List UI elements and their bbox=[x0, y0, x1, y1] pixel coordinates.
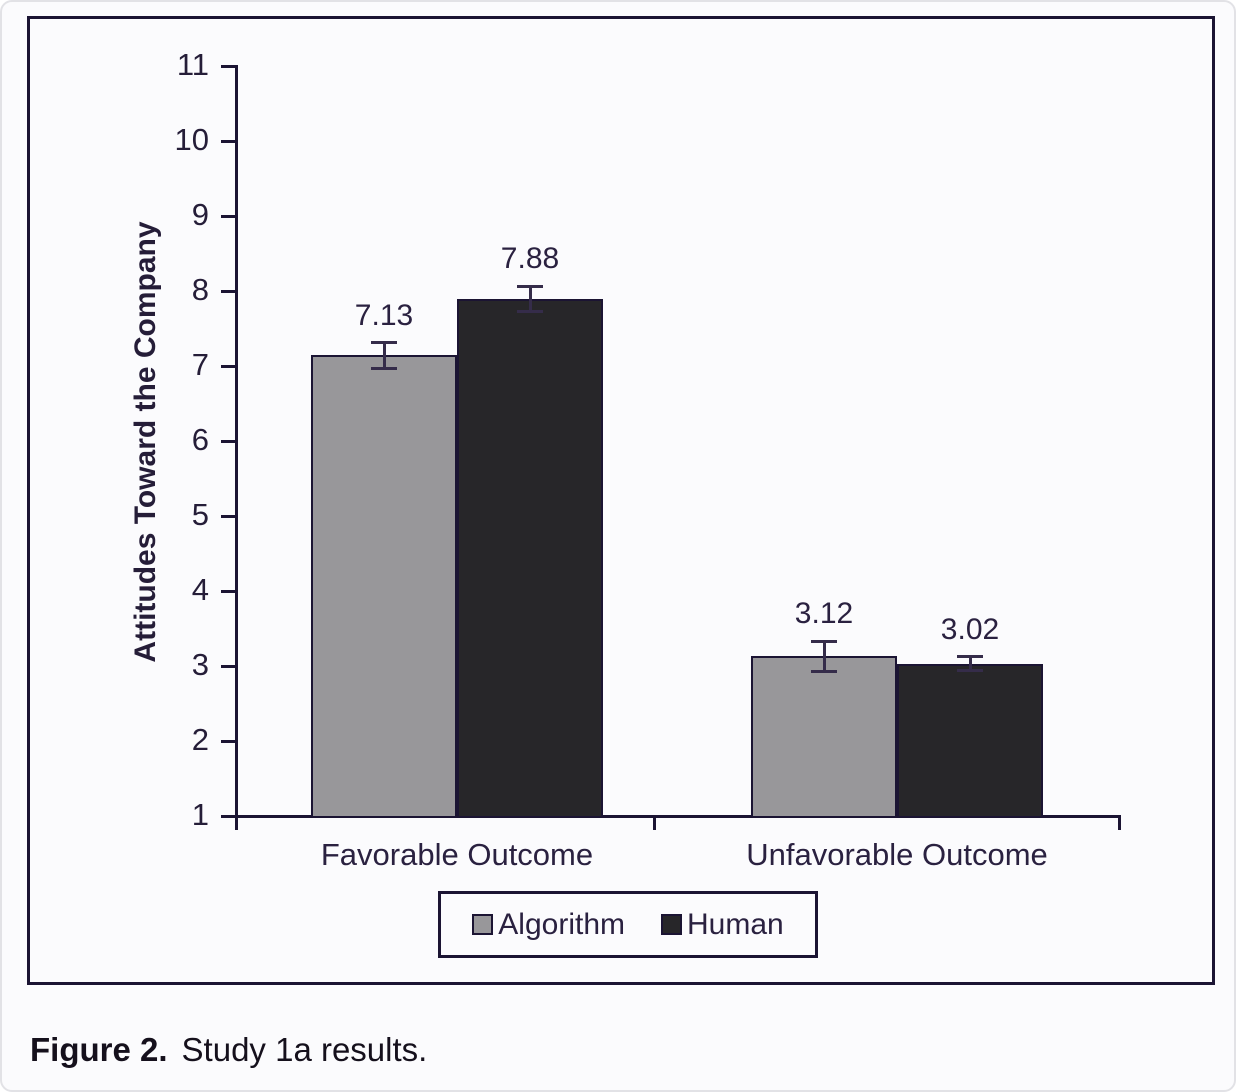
error-bar-line bbox=[382, 342, 386, 368]
error-bar-cap bbox=[957, 655, 983, 659]
y-tick bbox=[221, 590, 235, 593]
chart-area: Attitudes Toward the Company 1 2 3 4 5 6 7 8 9 10… bbox=[30, 19, 1212, 982]
error-bar-line bbox=[528, 286, 532, 312]
y-tick bbox=[221, 515, 235, 518]
y-tick-label: 2 bbox=[191, 722, 209, 757]
error-bar-cap bbox=[371, 341, 397, 344]
y-tick bbox=[221, 290, 235, 293]
y-tick bbox=[221, 140, 235, 143]
y-tick bbox=[221, 365, 235, 368]
y-tick-label: 8 bbox=[191, 272, 209, 307]
legend-item-human: Human bbox=[661, 907, 784, 941]
bar-human-unfavorable-outcome bbox=[897, 663, 1043, 818]
y-tick-label: 3 bbox=[191, 647, 209, 682]
legend-swatch-algorithm bbox=[472, 914, 494, 935]
y-tick-label: 1 bbox=[191, 797, 209, 832]
y-tick bbox=[221, 215, 235, 218]
y-tick-label: 10 bbox=[174, 122, 209, 157]
legend-label-algorithm: Algorithm bbox=[498, 907, 625, 941]
legend-swatch-human bbox=[661, 914, 682, 935]
error-bar-cap bbox=[811, 639, 837, 643]
value-label: 3.02 bbox=[940, 612, 1000, 646]
value-label: 3.12 bbox=[794, 597, 854, 630]
y-tick-label: 11 bbox=[176, 47, 209, 82]
value-label: 7.13 bbox=[354, 298, 414, 332]
category-label: Unfavorable Outcome bbox=[746, 837, 1048, 872]
error-bar-cap bbox=[517, 284, 543, 288]
x-tick bbox=[1118, 815, 1121, 830]
bar-human-favorable-outcome bbox=[457, 299, 603, 818]
legend-label-human: Human bbox=[687, 907, 784, 941]
error-bar-cap bbox=[957, 668, 983, 672]
y-tick-label: 5 bbox=[191, 497, 209, 532]
caption-text: Study 1a results. bbox=[181, 1031, 428, 1068]
error-bar-cap bbox=[371, 366, 397, 370]
error-bar-line bbox=[822, 641, 826, 671]
y-tick bbox=[221, 440, 235, 443]
legend: Algorithm Human bbox=[438, 891, 818, 958]
category-label: Favorable Outcome bbox=[320, 837, 594, 872]
error-bar-cap bbox=[517, 310, 543, 314]
error-bar-line bbox=[968, 656, 972, 671]
y-tick bbox=[221, 740, 235, 743]
caption-label: Figure 2. bbox=[30, 1031, 168, 1068]
value-label: 7.88 bbox=[500, 242, 560, 276]
y-tick-label: 7 bbox=[191, 347, 209, 382]
error-bar-cap bbox=[811, 669, 837, 673]
x-axis-line bbox=[235, 815, 1121, 818]
bar-algorithm-favorable-outcome bbox=[311, 355, 457, 818]
y-tick-label: 9 bbox=[191, 197, 209, 232]
legend-item-algorithm: Algorithm bbox=[472, 907, 625, 941]
y-tick-label: 4 bbox=[191, 572, 209, 607]
x-tick bbox=[653, 815, 656, 830]
y-tick bbox=[221, 815, 235, 818]
y-tick-label: 6 bbox=[191, 422, 209, 457]
figure-caption: Figure 2. Study 1a results. bbox=[30, 1030, 427, 1070]
chart-panel: Attitudes Toward the Company 1 2 3 4 5 6 7 8 9 10… bbox=[27, 16, 1215, 985]
y-tick bbox=[221, 665, 235, 668]
bar-algorithm-unfavorable-outcome bbox=[751, 656, 897, 818]
y-axis-line bbox=[235, 65, 238, 830]
y-tick bbox=[221, 65, 235, 68]
